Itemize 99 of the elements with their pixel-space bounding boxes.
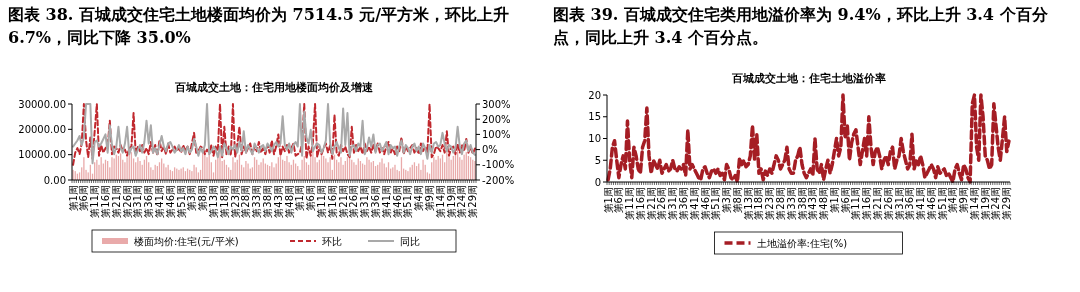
x-tick-label: 第38周: [262, 185, 274, 218]
x-tick-label: 第31周: [667, 187, 679, 220]
x-tick-label: 第1周: [294, 185, 306, 212]
y-tick-label: 10000.00: [18, 149, 66, 161]
x-tick-label: 第36周: [143, 185, 155, 218]
x-tick-label: 第41周: [688, 187, 700, 220]
x-tick-label: 第21周: [110, 185, 122, 218]
x-tick-label: 第43周: [807, 187, 819, 220]
x-tick-label: 第4周: [947, 187, 959, 214]
x-tick-label: 第3周: [186, 185, 198, 212]
chart-subtitle: 百城成交土地：住宅用地楼面均价及增速: [174, 81, 374, 93]
x-tick-label: 第11周: [316, 185, 328, 218]
x-tick-label: 第51周: [402, 185, 414, 218]
x-tick-label: 第51周: [936, 187, 948, 220]
x-tick-label: 第23周: [229, 185, 241, 218]
x-tick-label: 第8周: [731, 187, 743, 214]
x-tick-label: 第6周: [78, 185, 90, 212]
x-tick-label: 第1周: [828, 187, 840, 214]
x-tick-label: 第23周: [764, 187, 776, 220]
x-tick-label: 第29周: [1001, 187, 1013, 220]
x-tick-label: 第16周: [634, 187, 646, 220]
y-tick-label: 20000.00: [18, 123, 66, 135]
x-tick-label: 第6周: [305, 185, 317, 212]
x-tick-label: 第11周: [89, 185, 101, 218]
x-tick-label: 第18周: [753, 187, 765, 220]
legend-label: 楼面均价:住宅(元/平米): [134, 236, 239, 247]
y2-tick-label: -200%: [482, 174, 515, 186]
x-tick-label: 第14周: [434, 185, 446, 218]
x-tick-label: 第1周: [67, 185, 79, 212]
x-tick-label: 第1周: [602, 187, 614, 214]
x-tick-label: 第46周: [699, 187, 711, 220]
x-tick-label: 第51周: [175, 185, 187, 218]
legend-label: 环比: [322, 236, 342, 247]
x-tick-label: 第19周: [445, 185, 457, 218]
x-tick-label: 第3周: [721, 187, 733, 214]
x-tick-label: 第4周: [413, 185, 425, 212]
x-tick-label: 第29周: [467, 185, 479, 218]
x-tick-label: 第14周: [968, 187, 980, 220]
x-tick-label: 第43周: [272, 185, 284, 218]
x-tick-label: 第11周: [624, 187, 636, 220]
x-tick-label: 第21周: [337, 185, 349, 218]
x-tick-label: 第28周: [240, 185, 252, 218]
x-tick-label: 第31周: [893, 187, 905, 220]
x-tick-label: 第18周: [218, 185, 230, 218]
x-tick-label: 第6周: [839, 187, 851, 214]
legend-label: 同比: [400, 236, 420, 247]
y-tick-label: 15: [588, 111, 601, 123]
x-tick-label: 第9周: [424, 185, 436, 212]
x-tick-label: 第46周: [391, 185, 403, 218]
x-tick-label: 第16周: [99, 185, 111, 218]
x-tick-label: 第26周: [348, 185, 360, 218]
x-tick-label: 第33周: [251, 185, 263, 218]
x-tick-label: 第51周: [710, 187, 722, 220]
chart-title: 图表 39. 百城成交住宅类用地溢价率为 9.4%，环比上升 3.4 个百分点，同比上升 3.4 个百分点。: [553, 4, 1049, 49]
y-tick-label: 0.00: [43, 174, 66, 186]
y-tick-label: 20: [588, 89, 601, 101]
x-tick-label: 第36周: [678, 187, 690, 220]
x-tick-label: 第46周: [164, 185, 176, 218]
y2-tick-label: 300%: [482, 98, 511, 110]
chart-subtitle: 百城成交土地：住宅土地溢价率: [730, 72, 886, 84]
x-tick-label: 第33周: [785, 187, 797, 220]
y2-tick-label: 100%: [482, 128, 511, 140]
x-tick-label: 第16周: [326, 185, 338, 218]
x-tick-label: 第21周: [871, 187, 883, 220]
x-tick-label: 第41周: [915, 187, 927, 220]
x-tick-label: 第38周: [796, 187, 808, 220]
x-tick-label: 第31周: [359, 185, 371, 218]
x-tick-label: 第41周: [380, 185, 392, 218]
y2-tick-label: 0%: [482, 144, 498, 156]
x-tick-label: 第13周: [742, 187, 754, 220]
y2-tick-label: -100%: [482, 159, 515, 171]
x-tick-label: 第31周: [132, 185, 144, 218]
x-tick-label: 第24周: [456, 185, 468, 218]
x-tick-label: 第21周: [645, 187, 657, 220]
chart-title: 图表 38. 百城成交住宅土地楼面均价为 7514.5 元/平方米，环比上升 6.7%，同比下降 35.0%: [8, 4, 511, 49]
y-tick-label: 30000.00: [18, 98, 66, 110]
x-tick-label: 第26周: [882, 187, 894, 220]
y2-tick-label: 200%: [482, 113, 511, 125]
x-tick-label: 第16周: [861, 187, 873, 220]
x-tick-label: 第8周: [197, 185, 209, 212]
x-tick-label: 第26周: [656, 187, 668, 220]
x-tick-label: 第41周: [154, 185, 165, 218]
x-tick-label: 第28周: [774, 187, 786, 220]
legend-label: 土地溢价率:住宅(%): [756, 238, 848, 249]
x-tick-label: 第19周: [979, 187, 991, 220]
x-tick-label: 第9周: [958, 187, 970, 214]
x-tick-label: 第26周: [121, 185, 133, 218]
x-tick-label: 第48周: [818, 187, 830, 220]
x-tick-label: 第13周: [208, 185, 220, 218]
y-tick-label: 0: [594, 176, 601, 188]
x-tick-label: 第46周: [925, 187, 937, 220]
x-tick-label: 第36周: [370, 185, 382, 218]
x-tick-label: 第11周: [850, 187, 862, 220]
x-tick-label: 第6周: [613, 187, 625, 214]
x-tick-label: 第48周: [283, 185, 295, 218]
y-tick-label: 5: [594, 154, 601, 166]
x-tick-label: 第24周: [990, 187, 1002, 220]
x-tick-label: 第36周: [904, 187, 916, 220]
y-tick-label: 10: [588, 133, 601, 144]
